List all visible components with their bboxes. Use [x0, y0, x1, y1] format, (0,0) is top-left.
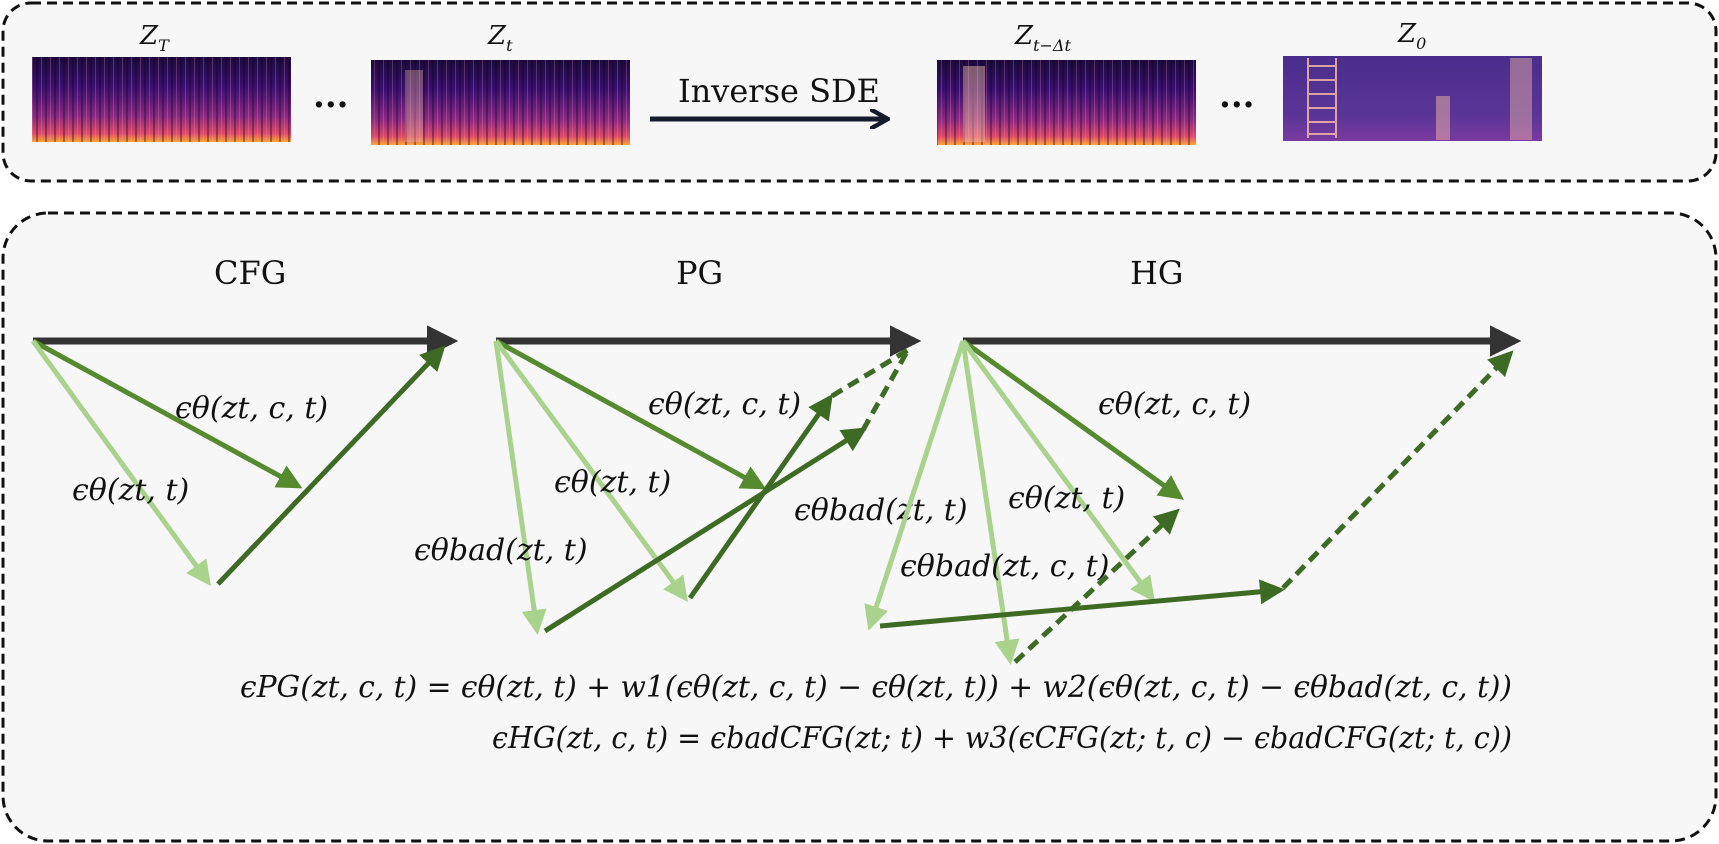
hg-label-cond-b: ϵθ(zt, t)	[1008, 481, 1125, 516]
pg-label-uncond: ϵθ(zt, t)	[554, 465, 671, 500]
hg-diagram	[864, 325, 1522, 665]
pg-label-bad-cond: ϵθbad(zt, t)	[794, 493, 968, 528]
spectrogram-zt-dt	[937, 60, 1196, 145]
cfg-diagram	[30, 325, 459, 587]
pg-diagram	[493, 325, 922, 635]
title-pg: PG	[676, 254, 723, 292]
hg-label-cond-a: ϵθ(zt, c, t)	[1098, 387, 1251, 422]
pg-label-cond: ϵθ(zt, c, t)	[648, 387, 801, 422]
spectrogram-z0	[1283, 56, 1542, 141]
label-zT: ZT	[139, 21, 170, 55]
equation-hg: ϵHG(zt, c, t) = ϵbadCFG(zt; t) + w3(ϵCFG…	[492, 721, 1512, 756]
hg-label-bad: ϵθbad(zt, c, t)	[900, 549, 1109, 584]
label-zt-minus-dt: Zt−Δt	[1014, 21, 1071, 55]
pg-label-bad: ϵθbad(zt, t)	[414, 533, 588, 568]
title-cfg: CFG	[214, 254, 286, 292]
ellipsis-1: ...	[313, 76, 349, 116]
cfg-label-cond: ϵθ(zt, c, t)	[175, 391, 328, 426]
cfg-label-uncond: ϵθ(zt, t)	[72, 473, 189, 508]
equation-pg: ϵPG(zt, c, t) = ϵθ(zt, t) + w1(ϵθ(zt, c,…	[240, 670, 1512, 705]
label-zt: Zt	[487, 21, 513, 55]
title-hg: HG	[1130, 254, 1183, 292]
ellipsis-2: ...	[1219, 76, 1255, 116]
label-z0: Z0	[1397, 19, 1426, 53]
inverse-sde-label: Inverse SDE	[678, 72, 880, 110]
spectrogram-zt	[371, 60, 630, 145]
spectrogram-zT	[32, 57, 291, 142]
